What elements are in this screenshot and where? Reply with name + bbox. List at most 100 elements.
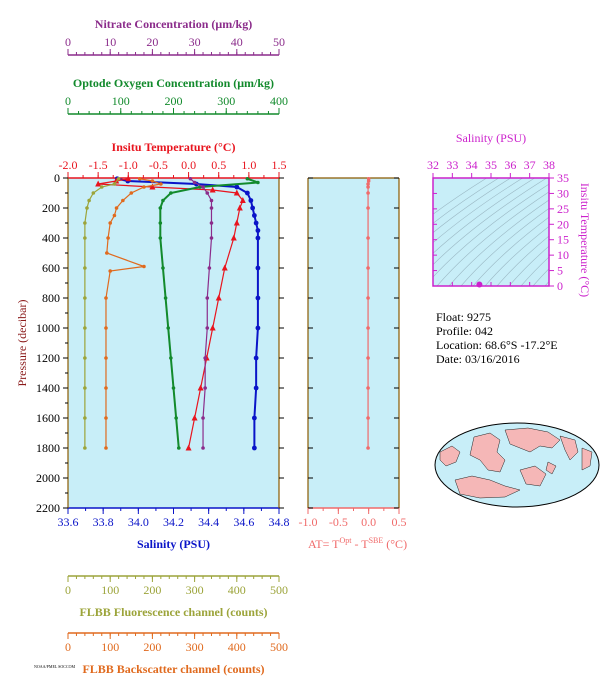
ts-density-contour (520, 256, 549, 286)
world-map-land (454, 475, 521, 499)
oxygen-tick-label: 100 (112, 94, 130, 108)
nitrate-point (201, 446, 205, 450)
salinity-tick-label: 34.6 (233, 515, 254, 529)
salinity-point (251, 415, 257, 421)
backscatter-tick-label: 0 (65, 640, 71, 654)
world-map-land (545, 461, 557, 475)
pressure-tick-label: 1200 (36, 351, 60, 365)
ts-density-contour (532, 268, 549, 286)
backscatter-tick-label: 400 (228, 640, 246, 654)
ts-density-contour (436, 191, 549, 286)
nitrate-series (188, 176, 214, 450)
temperature-point (236, 204, 243, 211)
oxygen-point (158, 221, 163, 225)
nitrate-tick-label: 50 (273, 35, 285, 49)
temperature-point (125, 175, 132, 182)
delta-t-axis-label-part: Opt (339, 536, 352, 545)
temperature-tick-label: -0.5 (149, 158, 168, 172)
oxygen-series (158, 176, 260, 450)
ts-x-axis-label: Salinity (PSU) (456, 131, 526, 145)
delta-t-point (366, 206, 370, 210)
temperature-point (233, 219, 240, 226)
delta-t-tick-label: 0.0 (361, 515, 376, 529)
temperature-tick-label: -2.0 (59, 158, 78, 172)
backscatter-point (142, 264, 146, 269)
fluorescence-point (85, 206, 89, 210)
backscatter-point (108, 221, 112, 225)
oxygen-point (163, 296, 168, 300)
world-map (434, 422, 600, 508)
fluorescence-point (83, 326, 87, 330)
fluorescence-point (91, 191, 96, 195)
backscatter-point (121, 198, 125, 203)
ts-density-contour (433, 178, 536, 254)
oxygen-point (176, 446, 181, 450)
temperature-point (209, 324, 216, 331)
delta-t-point (366, 296, 370, 300)
salinity-point (255, 228, 261, 233)
salinity-tick-label: 33.8 (93, 515, 114, 529)
ts-x-tick-label: 37 (524, 158, 536, 172)
backscatter-tick-label: 500 (270, 640, 288, 654)
delta-t-tick-label: -1.0 (299, 515, 318, 529)
oxygen-tick-label: 400 (270, 94, 288, 108)
world-map-land (469, 432, 506, 473)
delta-t-point (366, 191, 370, 195)
ts-y-tick-label: 35 (557, 171, 569, 185)
ts-x-tick-label: 36 (504, 158, 516, 172)
float-info: Float: 9275 Profile: 042 Location: 68.6°… (436, 310, 558, 366)
salinity-point (255, 235, 261, 241)
temperature-point (95, 180, 102, 187)
ts-y-tick-label: 15 (557, 233, 569, 247)
temperature-point (209, 186, 216, 193)
ts-density-contour (448, 199, 549, 286)
nitrate-point (207, 266, 212, 270)
oxygen-tick-label: 0 (65, 94, 71, 108)
oxygen-point (256, 180, 260, 185)
temperature-point (113, 177, 120, 184)
delta-t-line (367, 178, 370, 448)
oxygen-tick-label: 300 (217, 94, 235, 108)
backscatter-point (129, 191, 134, 195)
oxygen-point (161, 198, 165, 203)
temperature-axis-label: Insitu Temperature (°C) (112, 140, 236, 154)
temperature-point (215, 294, 222, 301)
fluorescence-tick-label: 300 (186, 583, 204, 597)
delta-t-point (366, 236, 370, 240)
salinity-point (253, 355, 259, 361)
temperature-point (233, 189, 240, 196)
delta-t-point (366, 179, 371, 183)
oxygen-point (171, 386, 176, 390)
temperature-tick-label: 1.0 (241, 158, 256, 172)
fluorescence-point (83, 266, 87, 270)
delta-t-point (366, 326, 370, 330)
nitrate-point (205, 191, 210, 195)
temperature-tick-label: 1.5 (272, 158, 287, 172)
backscatter-tick-label: 200 (143, 640, 161, 654)
world-map-land (504, 427, 561, 453)
pressure-tick-label: 2200 (36, 501, 60, 515)
pressure-tick-label: 1600 (36, 411, 60, 425)
backscatter-tick-label: 100 (101, 640, 119, 654)
delta-t-tick-label: -0.5 (329, 515, 348, 529)
delta-t-point (366, 446, 370, 450)
ts-panel-bg (433, 178, 549, 286)
salinity-tick-label: 33.6 (58, 515, 79, 529)
temperature-tick-label: -1.5 (89, 158, 108, 172)
nitrate-tick-label: 10 (104, 35, 116, 49)
backscatter-point (104, 356, 108, 360)
backscatter-axis: 0 100 200 300 400 500 FLBB Backscatter channel… (65, 632, 288, 676)
oxygen-point (174, 416, 178, 420)
location: Location: 68.6°S -17.2°E (436, 338, 558, 352)
delta-t-axis-label-part: (°C) (383, 537, 407, 551)
salinity-point (234, 184, 240, 190)
backscatter-point (104, 326, 108, 330)
temperature-point (149, 183, 156, 190)
ts-density-contour (472, 216, 549, 286)
nitrate-point (203, 386, 207, 390)
pressure-axis-label: Pressure (decibar) (15, 300, 29, 387)
backscatter-axis-label: FLBB Backscatter channel (counts) (82, 662, 264, 676)
pressure-tick-label: 200 (42, 201, 60, 215)
pressure-tick-label: 400 (42, 231, 60, 245)
delta-t-axis-label-part: AT= T (308, 537, 340, 551)
